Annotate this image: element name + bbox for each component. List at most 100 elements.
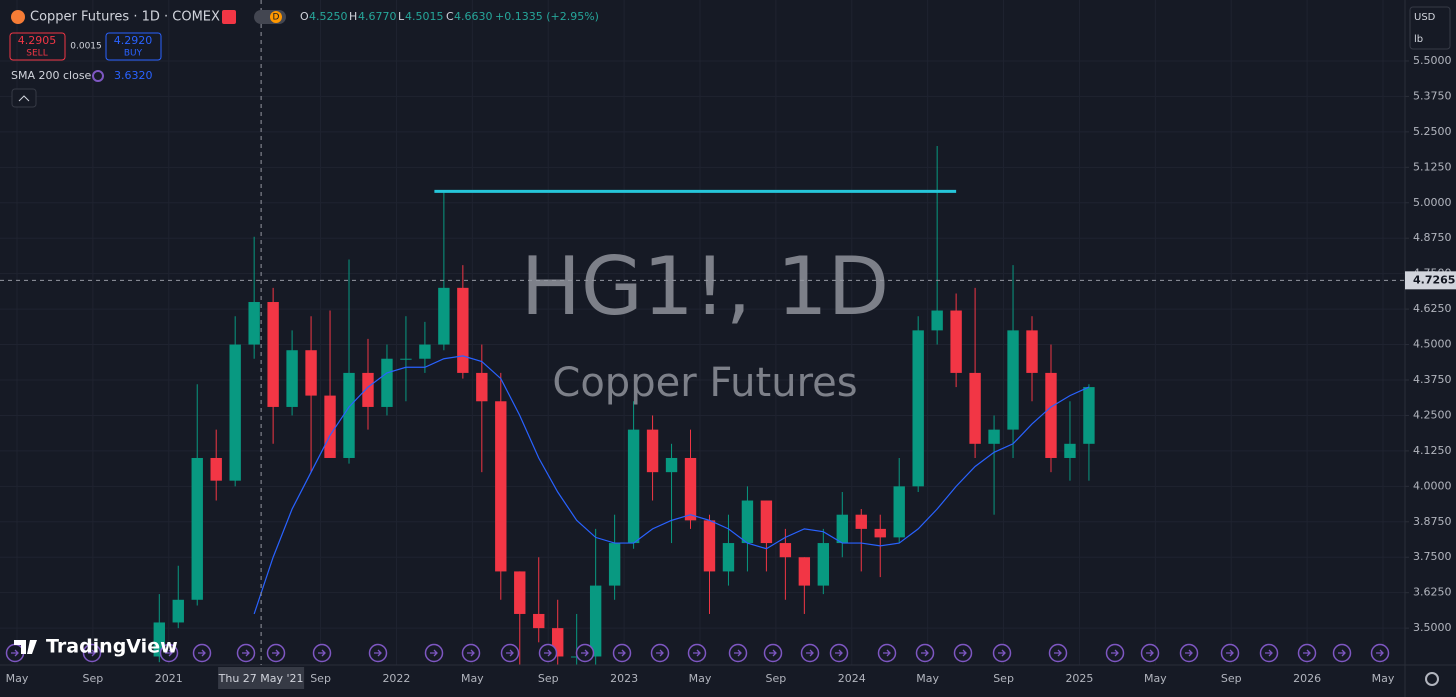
crosshair-y-label-bg	[1405, 271, 1456, 290]
x-tick-label: Sep	[538, 672, 559, 685]
currency[interactable]: USD	[1414, 12, 1436, 23]
x-tick-label: Sep	[993, 672, 1014, 685]
event-arrow	[1376, 649, 1384, 657]
collapse-button[interactable]	[11, 88, 37, 108]
candle-body	[1064, 443, 1076, 458]
y-tick-label: 3.8750	[1413, 515, 1452, 528]
event-arrow	[318, 649, 326, 657]
candle-body	[1007, 330, 1019, 430]
y-tick-label: 4.0000	[1413, 479, 1452, 492]
x-tick-label: May	[916, 672, 939, 685]
candle-body	[646, 429, 659, 473]
x-tick-label: May	[1144, 672, 1167, 685]
crosshair-x-label-bg	[218, 667, 305, 689]
symbol-title[interactable]: Copper Futures · 1D · COMEX	[30, 10, 220, 25]
crosshair-y-label: 4.7265	[1413, 273, 1455, 286]
candle-body	[912, 330, 924, 487]
ohlc-value: 4.5250	[309, 10, 348, 23]
x-tick-label: Sep	[310, 672, 331, 685]
event-arrow	[272, 649, 280, 657]
y-tick-label: 5.3750	[1413, 89, 1452, 102]
candle-body	[988, 429, 1000, 444]
y-tick-label: 4.1250	[1413, 444, 1452, 457]
spread: 0.0015	[70, 42, 102, 52]
candle-body	[589, 585, 602, 657]
candle-body	[419, 344, 431, 359]
candle-body	[438, 287, 450, 345]
candle-body	[476, 372, 488, 402]
settings-icon[interactable]	[1425, 672, 1439, 686]
indicator-name[interactable]: SMA 200 close	[11, 69, 92, 82]
candle-body	[1083, 387, 1095, 444]
x-tick-label: 2023	[610, 672, 638, 685]
event-arrow	[430, 649, 438, 657]
event-arrow	[769, 649, 777, 657]
event-arrow	[959, 649, 967, 657]
x-tick-label: May	[6, 672, 29, 685]
x-tick-label: Sep	[1221, 672, 1242, 685]
event-arrow	[11, 649, 19, 657]
candle-body	[874, 528, 886, 538]
indicator-value: 3.6320	[114, 69, 153, 82]
y-tick-label: 3.5000	[1413, 621, 1452, 634]
candle-body	[457, 287, 469, 373]
event-arrow	[835, 649, 843, 657]
sell-button[interactable]	[9, 32, 66, 61]
candle-body	[153, 622, 165, 657]
logo: TradingView	[46, 636, 178, 658]
event-arrow	[1111, 649, 1119, 657]
candle-body	[741, 500, 754, 544]
x-tick-label: 2025	[1065, 672, 1093, 685]
event-arrow	[1226, 649, 1234, 657]
ohlc-label: L	[398, 10, 405, 23]
ohlc-label: C	[446, 10, 454, 23]
event-arrow	[656, 649, 664, 657]
event-arrow	[374, 649, 382, 657]
x-tick-label: Sep	[766, 672, 787, 685]
y-tick-label: 4.2500	[1413, 408, 1452, 421]
unit[interactable]: lb	[1414, 34, 1423, 45]
symbol-icon	[11, 10, 25, 24]
y-tick-label: 4.8750	[1413, 231, 1452, 244]
event-arrow	[1054, 649, 1062, 657]
candle-body	[305, 350, 317, 396]
event-arrow	[734, 649, 742, 657]
x-tick-label: Sep	[83, 672, 104, 685]
buy-button[interactable]	[105, 32, 162, 61]
buy-label: BUY	[124, 49, 143, 59]
y-tick-label: 5.0000	[1413, 196, 1452, 209]
ohlc-label: O	[300, 10, 309, 23]
ohlc-value: 4.5015	[405, 10, 444, 23]
candle-body	[381, 358, 393, 407]
y-tick-label: 3.7500	[1413, 550, 1452, 563]
x-tick-label: May	[689, 672, 712, 685]
crosshair-x-label: Thu 27 May '21	[218, 672, 304, 685]
flag-icon[interactable]	[222, 10, 236, 24]
candle-body	[400, 358, 412, 360]
candle-body	[172, 599, 184, 623]
event-arrow	[581, 649, 589, 657]
event-arrow	[618, 649, 626, 657]
candle-body	[191, 457, 203, 600]
event-arrow	[1338, 649, 1346, 657]
sell-label: SELL	[26, 49, 47, 59]
candle-body	[552, 628, 564, 657]
watermark-name: Copper Futures	[552, 360, 857, 406]
candle-body	[267, 302, 279, 407]
event-arrow	[165, 649, 173, 657]
event-arrow	[544, 649, 552, 657]
event-arrow	[921, 649, 929, 657]
y-tick-label: 4.6250	[1413, 302, 1452, 315]
candle-body	[665, 457, 678, 473]
candle-body	[324, 395, 336, 458]
event-arrow	[1303, 649, 1311, 657]
sma-line	[253, 355, 1090, 615]
unit-selector[interactable]	[1409, 6, 1451, 50]
y-tick-label: 3.6250	[1413, 586, 1452, 599]
x-tick-label: 2024	[838, 672, 866, 685]
candle-body	[210, 457, 222, 481]
candle-body	[229, 344, 241, 481]
indicator-icon[interactable]	[92, 70, 104, 82]
